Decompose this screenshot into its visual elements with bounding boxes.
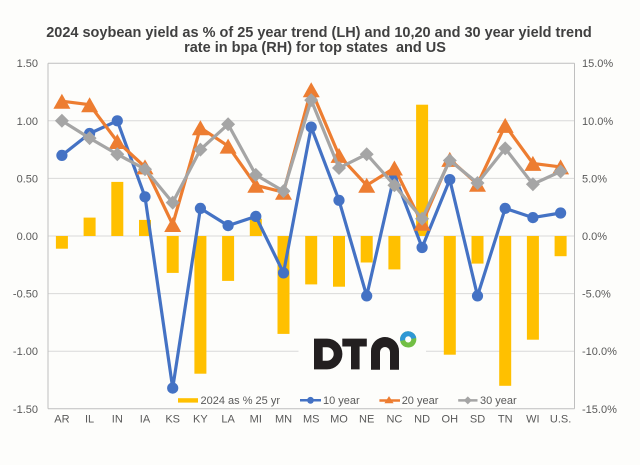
- svg-text:NE: NE: [359, 413, 374, 425]
- svg-text:NC: NC: [386, 413, 402, 425]
- svg-text:IA: IA: [140, 413, 151, 425]
- svg-text:10 year: 10 year: [323, 395, 360, 407]
- svg-text:30 year: 30 year: [480, 395, 517, 407]
- svg-text:-10.0%: -10.0%: [582, 346, 617, 358]
- svg-text:-1.50: -1.50: [13, 404, 38, 416]
- svg-text:-15.0%: -15.0%: [582, 404, 617, 416]
- svg-text:U.S.: U.S.: [550, 413, 571, 425]
- svg-text:KY: KY: [193, 413, 208, 425]
- svg-text:15.0%: 15.0%: [582, 58, 613, 70]
- svg-text:5.0%: 5.0%: [582, 173, 607, 185]
- svg-text:TN: TN: [498, 413, 513, 425]
- svg-text:WI: WI: [526, 413, 539, 425]
- svg-text:MI: MI: [250, 413, 262, 425]
- svg-text:-1.00: -1.00: [13, 346, 38, 358]
- svg-text:2024 soybean yield as % of 25: 2024 soybean yield as % of 25 year trend…: [46, 25, 592, 41]
- svg-text:MO: MO: [330, 413, 348, 425]
- svg-text:-5.0%: -5.0%: [582, 289, 611, 301]
- svg-text:rate in bpa (RH) for top state: rate in bpa (RH) for top states and US: [184, 40, 446, 56]
- svg-text:LA: LA: [221, 413, 235, 425]
- svg-text:0.50: 0.50: [17, 173, 38, 185]
- svg-text:MS: MS: [303, 413, 320, 425]
- svg-text:-0.50: -0.50: [13, 289, 38, 301]
- svg-text:IL: IL: [85, 413, 94, 425]
- svg-text:20 year: 20 year: [402, 395, 439, 407]
- svg-text:1.50: 1.50: [17, 58, 38, 70]
- svg-text:OH: OH: [442, 413, 459, 425]
- svg-text:SD: SD: [470, 413, 485, 425]
- svg-text:1.00: 1.00: [17, 116, 38, 128]
- svg-text:2024 as % 25 yr: 2024 as % 25 yr: [201, 395, 281, 407]
- svg-text:AR: AR: [54, 413, 69, 425]
- svg-text:0.00: 0.00: [17, 231, 38, 243]
- svg-text:MN: MN: [275, 413, 292, 425]
- svg-text:KS: KS: [165, 413, 180, 425]
- svg-text:0.0%: 0.0%: [582, 231, 607, 243]
- svg-text:ND: ND: [414, 413, 430, 425]
- svg-text:10.0%: 10.0%: [582, 116, 613, 128]
- svg-text:IN: IN: [112, 413, 123, 425]
